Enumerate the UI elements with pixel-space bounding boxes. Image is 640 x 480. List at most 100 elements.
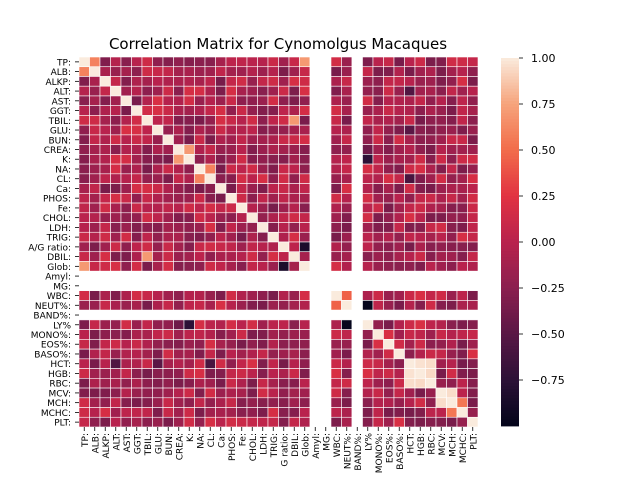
- heatmap-cell: [225, 300, 237, 311]
- heatmap-cell: [120, 95, 132, 106]
- heatmap-cell: [278, 76, 290, 87]
- heatmap-cell: [309, 85, 321, 97]
- heatmap-cell: [204, 193, 216, 204]
- heatmap-cell: [162, 183, 174, 194]
- heatmap-cell: [393, 231, 405, 243]
- heatmap-cell: [141, 173, 153, 184]
- heatmap-cell: [372, 261, 384, 272]
- heatmap-cell: [78, 144, 90, 155]
- heatmap-cell: [351, 66, 363, 77]
- heatmap-cell: [393, 251, 405, 262]
- heatmap-cell: [320, 358, 332, 369]
- colorbar-segment: [501, 334, 519, 338]
- heatmap-cell: [309, 339, 321, 350]
- heatmap-cell: [89, 154, 101, 165]
- heatmap-cell: [435, 193, 447, 204]
- heatmap-cell: [404, 124, 416, 136]
- heatmap-cell: [330, 85, 342, 97]
- heatmap-cell: [152, 144, 164, 155]
- heatmap-cell: [425, 202, 437, 214]
- heatmap-cell: [278, 416, 290, 428]
- heatmap-cell: [288, 76, 300, 87]
- heatmap-cell: [362, 368, 374, 379]
- heatmap-cell: [267, 154, 279, 165]
- heatmap-cell: [309, 251, 321, 262]
- heatmap-cell: [110, 212, 122, 223]
- heatmap-cell: [267, 290, 279, 301]
- colorbar-segment: [501, 113, 519, 117]
- heatmap-cell: [278, 270, 290, 282]
- heatmap-cell: [120, 56, 132, 68]
- heatmap-cell: [194, 416, 206, 428]
- heatmap-cell: [110, 193, 122, 204]
- heatmap-cell: [194, 154, 206, 165]
- colorbar-segment: [501, 174, 519, 178]
- heatmap-cell: [299, 241, 311, 253]
- heatmap-cell: [120, 163, 132, 175]
- heatmap-cell: [414, 115, 426, 126]
- heatmap-cell: [131, 56, 143, 68]
- heatmap-cell: [162, 105, 174, 116]
- heatmap-cell: [372, 76, 384, 87]
- y-tick-label: HCT:: [50, 360, 71, 370]
- heatmap-cell: [162, 329, 174, 340]
- heatmap-cell: [288, 290, 300, 301]
- colorbar-segment: [501, 196, 519, 200]
- colorbar-tick-label: −0.75: [531, 374, 565, 387]
- heatmap-cell: [330, 56, 342, 68]
- heatmap-cell: [194, 348, 206, 360]
- heatmap-cell: [120, 134, 132, 145]
- heatmap-cell: [330, 339, 342, 350]
- heatmap-cell: [383, 290, 395, 301]
- heatmap-cell: [393, 339, 405, 350]
- heatmap-cell: [341, 339, 353, 350]
- heatmap-cell: [435, 309, 447, 321]
- heatmap-cell: [393, 270, 405, 282]
- heatmap-cell: [278, 397, 290, 408]
- heatmap-cell: [446, 329, 458, 340]
- heatmap-cell: [435, 154, 447, 165]
- heatmap-cell: [152, 202, 164, 214]
- heatmap-cell: [435, 202, 447, 214]
- heatmap-cell: [467, 222, 479, 233]
- heatmap-cell: [257, 270, 269, 282]
- heatmap-cell: [404, 212, 416, 223]
- heatmap-cell: [351, 280, 363, 291]
- heatmap-cell: [414, 348, 426, 360]
- heatmap-cell: [362, 183, 374, 194]
- heatmap-cell: [341, 202, 353, 214]
- heatmap-cell: [236, 183, 248, 194]
- heatmap-cell: [351, 319, 363, 330]
- heatmap-cell: [215, 241, 227, 253]
- heatmap-cell: [393, 124, 405, 136]
- heatmap-cell: [204, 280, 216, 291]
- colorbar-segment: [501, 61, 519, 65]
- heatmap-cell: [215, 115, 227, 126]
- heatmap-cell: [278, 163, 290, 175]
- heatmap-cell: [236, 85, 248, 97]
- heatmap-cell: [225, 280, 237, 291]
- heatmap-cell: [383, 270, 395, 282]
- heatmap-cell: [404, 251, 416, 262]
- heatmap-cell: [99, 163, 111, 175]
- heatmap-cell: [204, 56, 216, 68]
- colorbar-segment: [501, 343, 519, 347]
- y-tick-label: BUN:: [48, 136, 71, 146]
- heatmap-cell: [404, 241, 416, 253]
- heatmap-cell: [183, 173, 195, 184]
- heatmap-cell: [288, 202, 300, 214]
- heatmap-cell: [110, 241, 122, 253]
- heatmap-cell: [278, 309, 290, 321]
- heatmap-cell: [152, 416, 164, 428]
- heatmap-cell: [435, 416, 447, 428]
- heatmap-cell: [131, 105, 143, 116]
- heatmap-cell: [362, 300, 374, 311]
- heatmap-cell: [194, 329, 206, 340]
- colorbar-segment: [501, 260, 519, 264]
- colorbar-tick-label: 1.00: [531, 52, 556, 65]
- colorbar-segment: [501, 248, 519, 252]
- heatmap-cell: [215, 76, 227, 87]
- heatmap-cell: [110, 144, 122, 155]
- heatmap-cell: [89, 231, 101, 243]
- heatmap-cell: [341, 319, 353, 330]
